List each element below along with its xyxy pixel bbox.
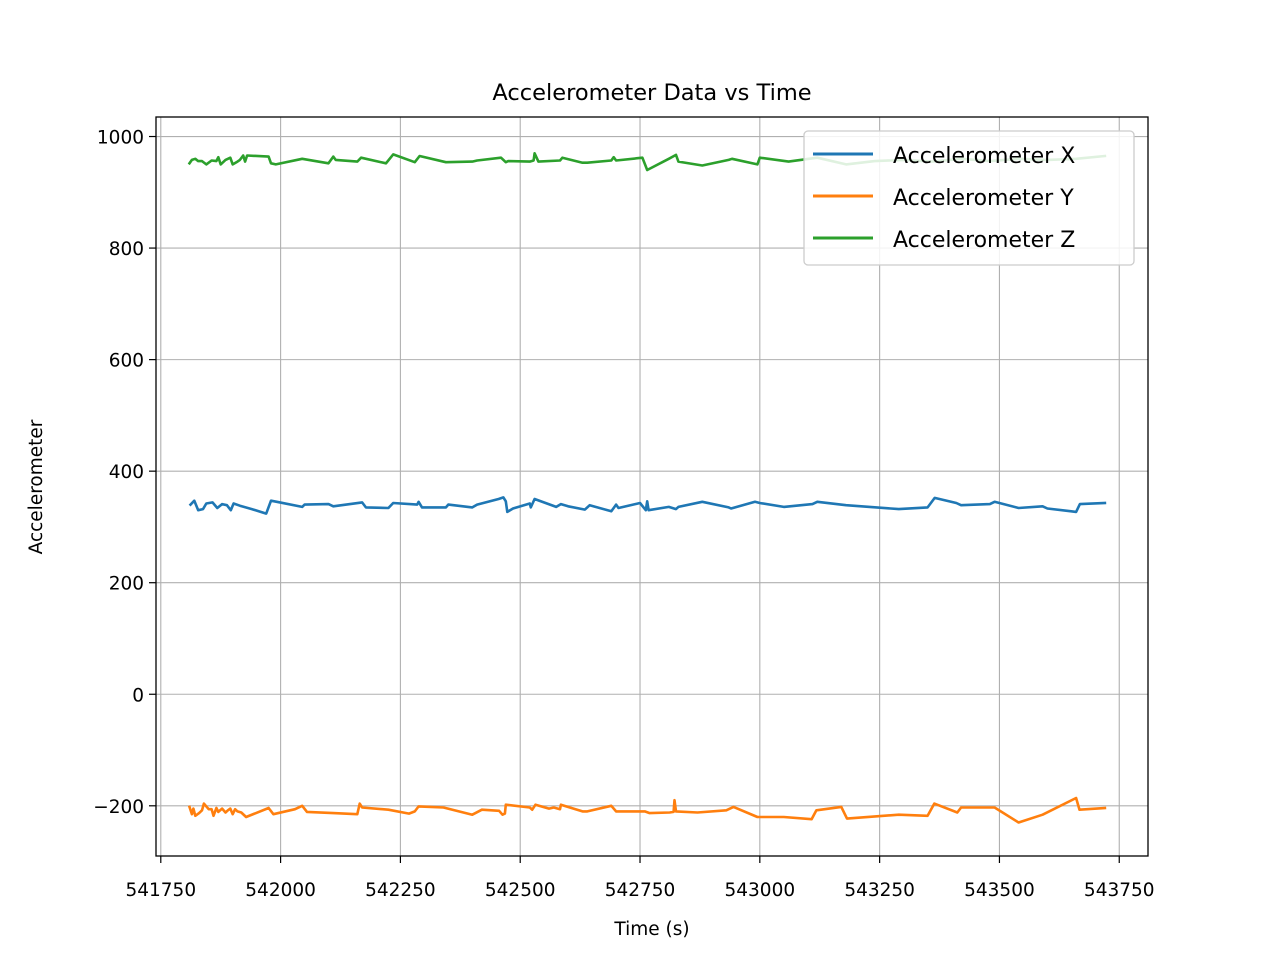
legend-label-accelerometer-z: Accelerometer Z — [893, 228, 1075, 253]
x-tick-label: 542250 — [365, 880, 436, 901]
legend-label-accelerometer-y: Accelerometer Y — [893, 186, 1074, 211]
series-line-accelerometer-z — [187, 152, 1107, 172]
x-axis-label: Time (s) — [613, 919, 689, 940]
y-tick-label: −200 — [93, 797, 144, 818]
y-tick-label: 800 — [109, 239, 144, 260]
series-line-accelerometer-y — [187, 796, 1107, 824]
x-tick-label: 542000 — [245, 880, 316, 901]
series-line-accelerometer-x — [188, 496, 1107, 515]
x-tick-label: 543500 — [964, 880, 1035, 901]
x-tick-label: 542750 — [605, 880, 676, 901]
x-tick-label: 541750 — [125, 880, 196, 901]
legend-box — [803, 130, 1135, 266]
y-axis-label: Accelerometer — [26, 419, 47, 554]
y-tick-label: 0 — [132, 685, 144, 706]
x-tick-label: 542500 — [485, 880, 556, 901]
axes-frame — [155, 116, 1149, 857]
x-tick-label: 543750 — [1084, 880, 1155, 901]
x-tick-label: 543000 — [725, 880, 796, 901]
legend: Accelerometer X Accelerometer Y Accelero… — [803, 130, 1135, 266]
y-tick-label: 600 — [109, 351, 144, 372]
legend-label-accelerometer-x: Accelerometer X — [893, 144, 1075, 169]
plot-lines — [187, 152, 1107, 824]
y-tick-label: 200 — [109, 574, 144, 595]
axis-ticks: 541750 542000 542250 542500 542750 543000 5432… — [93, 128, 1154, 901]
chart-title: Accelerometer Data vs Time — [492, 80, 811, 106]
x-tick-label: 543250 — [844, 880, 915, 901]
y-tick-label: 400 — [109, 462, 144, 483]
y-tick-label: 1000 — [97, 128, 144, 149]
